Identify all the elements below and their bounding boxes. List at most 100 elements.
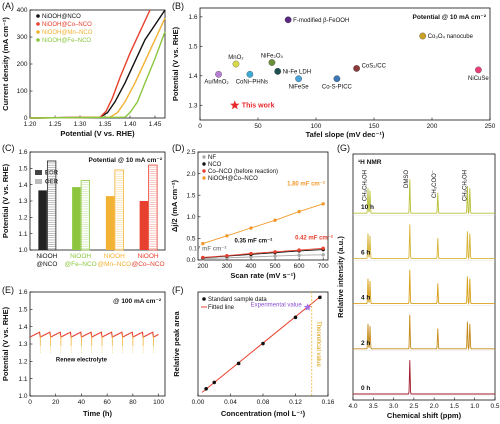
legend-entry: NiOOH@Co–NCO — [42, 22, 92, 28]
y-tick-label: 100 — [17, 88, 28, 95]
x-tick-label: 3.5 — [369, 403, 378, 410]
legend-entry: NiOOH@Co–NCO — [208, 176, 258, 182]
data-point — [201, 241, 205, 246]
plot-frame — [199, 7, 491, 121]
panel-c-chart: (C) 1.0 1.1 1.2 1.3 1.4 1.5 1.6 Potential (V vs.… — [1, 143, 166, 268]
panel-b-chart: (B) 0 50 100 150 200 250 1.3 1.4 1.5 1.6 Tafel slop… — [171, 1, 496, 139]
y-tick-label: 1.3 — [18, 341, 27, 348]
y-tick-label: 1.6 — [18, 149, 27, 156]
data-point — [273, 218, 277, 222]
y-tick-label: 1.6 — [188, 14, 197, 21]
x-tick-label: 0.5 — [490, 403, 499, 410]
x-tick-label: 1.35 — [99, 121, 112, 128]
legend-entry: NiOOH@Mn–NCO — [42, 30, 93, 36]
annotation: Potential @ 10 mA cm⁻² — [89, 157, 163, 164]
data-point — [318, 295, 322, 300]
point-label: NiCuSe — [468, 76, 489, 82]
x-tick-label: 4.0 — [348, 403, 357, 410]
data-point — [249, 255, 253, 259]
data-point — [225, 234, 229, 238]
data-point — [215, 70, 222, 78]
category-label: NiOOH — [36, 253, 57, 260]
panel-label: (F) — [172, 285, 184, 295]
y-axis-label: Potential (V vs. RHE) — [1, 306, 10, 381]
x-tick-label: 2.0 — [430, 403, 439, 410]
data-point — [297, 209, 301, 214]
y-tick-label: 1.5 — [186, 192, 195, 199]
nmr-spectrum — [353, 269, 495, 306]
x-tick-label: 1.20 — [24, 121, 37, 128]
data-point — [333, 75, 341, 83]
panel-label: (D) — [172, 143, 185, 153]
y-tick-label: 1.4 — [188, 73, 197, 80]
panel-label: (B) — [172, 1, 184, 11]
legend-entry: NCO — [208, 162, 222, 168]
x-tick-label: 100 — [153, 399, 164, 406]
series-line — [29, 31, 166, 119]
nmr-spectrum — [353, 224, 495, 261]
y-axis-label: Relative peak area — [172, 310, 181, 376]
data-point — [204, 386, 208, 391]
bar-eor — [38, 190, 47, 250]
y-tick-label: 1.2 — [18, 359, 27, 366]
category-label: @Co–NCO — [132, 261, 165, 268]
bar-eor — [72, 187, 81, 250]
series-line — [29, 9, 151, 119]
x-tick-label: 200 — [197, 263, 208, 270]
category-label: @Mn–NCO — [98, 261, 132, 268]
y-tick-label: 1.0 — [18, 247, 27, 254]
peak-label: CH₃CH₂OH — [362, 170, 368, 201]
legend-entry: NF — [208, 155, 216, 161]
fit-line — [202, 254, 324, 260]
y-tick-label: 400 — [17, 7, 28, 14]
panel-g-chart: (G) 4.0 3.5 3.0 2.5 2.0 1.5 1.0 0.5 Chemical shif… — [336, 143, 500, 420]
legend-marker — [36, 30, 40, 34]
x-tick-label: 0 — [28, 399, 32, 406]
data-point — [225, 253, 229, 258]
legend-entry: NiOOH@Fe–NCO — [42, 38, 91, 44]
time-label: 6 h — [361, 249, 370, 256]
y-axis-label: Relative intensity (a.u.) — [336, 236, 345, 318]
data-point — [293, 315, 298, 320]
x-tick-label: 1.25 — [49, 121, 62, 128]
legend-entry: Co–NCO (before reaction) — [208, 169, 278, 175]
data-point — [321, 202, 325, 206]
point-label: Co-S-PICC — [322, 85, 353, 91]
legend-marker — [202, 297, 206, 301]
bar-eor — [105, 196, 115, 250]
peak-label: CH₃CH₂OH — [463, 170, 469, 201]
x-tick-label: 1.40 — [124, 121, 137, 128]
point-label: MnO₂ — [228, 55, 244, 61]
x-tick-label: 1.5 — [450, 403, 459, 410]
peak-label: DMSO — [404, 170, 410, 188]
x-tick-label: 150 — [369, 123, 380, 130]
data-point — [232, 60, 240, 68]
bar-oer — [80, 180, 91, 251]
y-tick-label: 0.5 — [186, 236, 195, 243]
y-tick-label: 2.0 — [186, 171, 195, 178]
point-label: Co₃O₄ nanocube — [428, 34, 474, 40]
x-tick-label: 1.30 — [74, 121, 87, 128]
data-point — [297, 253, 301, 257]
series-line — [29, 17, 166, 119]
x-tick-label: 300 — [221, 263, 232, 270]
panel-label: (C) — [2, 143, 15, 153]
x-axis-label: Scan rate (mV s⁻¹) — [230, 271, 296, 280]
point-label: This work — [242, 102, 275, 109]
panel-f-chart: (F) 0.00 0.04 0.08 0.12 0.16 Concentration (mo… — [172, 285, 335, 418]
x-tick-label: 700 — [318, 263, 329, 270]
experimental-label: Experimental value — [251, 302, 303, 308]
legend-swatch-eor — [35, 170, 42, 175]
time-label: 10 h — [361, 204, 374, 211]
nmr-spectrum — [353, 314, 495, 351]
nmr-spectrum — [353, 179, 495, 215]
y-tick-label: 300 — [17, 34, 28, 41]
data-point — [249, 226, 253, 230]
y-tick-label: 1.0 — [186, 214, 195, 221]
legend-entry: Standard sample data — [208, 297, 267, 303]
x-axis-label: Concentration (mol L⁻¹) — [221, 409, 306, 418]
x-tick-label: 3.0 — [389, 403, 398, 410]
legend-marker — [36, 38, 40, 42]
data-point — [321, 246, 325, 251]
plot-frame — [352, 153, 496, 401]
